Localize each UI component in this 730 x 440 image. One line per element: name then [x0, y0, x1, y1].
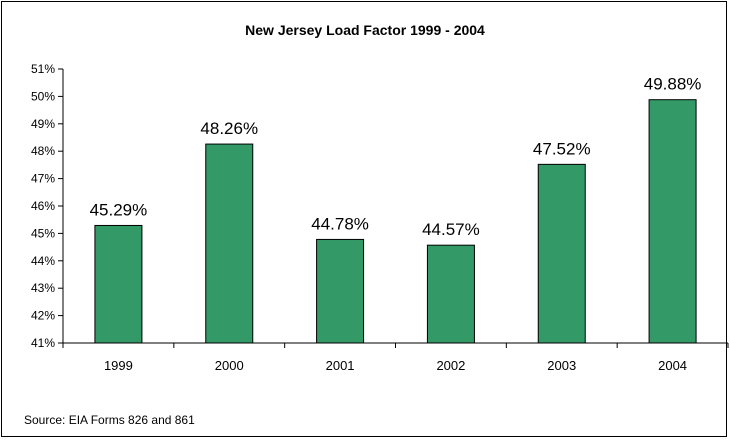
x-tick-label: 2003: [547, 358, 576, 373]
chart-title: New Jersey Load Factor 1999 - 2004: [245, 22, 485, 38]
y-tick-label: 41%: [31, 336, 55, 350]
bar: [316, 238, 365, 344]
bar: [426, 244, 475, 344]
x-tick-label: 2004: [658, 358, 687, 373]
bar: [205, 143, 254, 344]
x-tick-label: 2000: [215, 358, 244, 373]
y-tick-label: 48%: [31, 144, 55, 158]
y-tick-label: 43%: [31, 281, 55, 295]
bar: [648, 99, 697, 344]
y-tick-label: 44%: [31, 254, 55, 268]
x-tick-label: 2002: [436, 358, 465, 373]
data-label: 48.26%: [200, 119, 258, 138]
bar: [537, 163, 586, 344]
data-label: 49.88%: [644, 75, 702, 94]
y-tick-label: 46%: [31, 199, 55, 213]
data-label: 45.29%: [90, 200, 148, 219]
source-note: Source: EIA Forms 826 and 861: [24, 413, 195, 427]
y-tick-label: 49%: [31, 117, 55, 131]
x-tick-label: 2001: [326, 358, 355, 373]
y-tick-label: 50%: [31, 89, 55, 103]
y-tick-label: 45%: [31, 226, 55, 240]
y-tick-label: 47%: [31, 172, 55, 186]
x-tick-label: 1999: [104, 358, 133, 373]
y-tick-label: 42%: [31, 309, 55, 323]
y-tick-label: 51%: [31, 62, 55, 76]
data-label: 44.78%: [311, 214, 369, 233]
bar: [94, 224, 143, 344]
data-label: 44.57%: [422, 220, 480, 239]
data-label: 47.52%: [533, 139, 591, 158]
